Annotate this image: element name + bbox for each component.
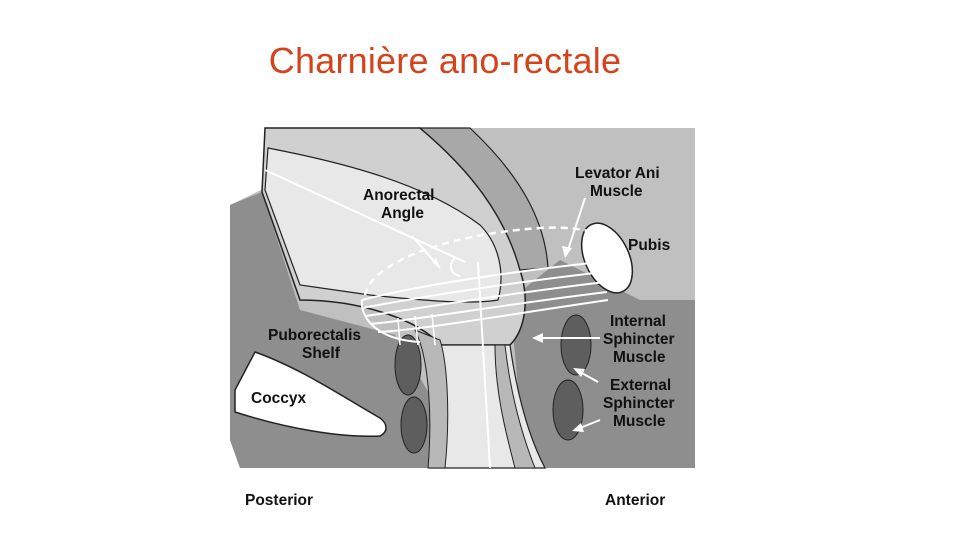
anorectal-angle-marker <box>411 235 461 277</box>
label-coccyx: Coccyx <box>251 390 307 407</box>
label-external-sphincter-line3: Muscle <box>613 413 666 430</box>
pubis-bone <box>580 222 634 294</box>
label-anterior: Anterior <box>605 492 665 509</box>
label-levator-ani-line2: Muscle <box>590 183 643 200</box>
label-internal-sphincter-line1: Internal <box>610 313 666 330</box>
anal-canal <box>413 261 546 469</box>
label-external-sphincter-line2: Sphincter <box>603 395 674 412</box>
coccyx-bone <box>234 351 387 438</box>
label-anorectal-angle-line1: Anorectal <box>363 187 435 204</box>
label-anorectal-angle-line2: Angle <box>381 205 424 222</box>
label-puborectalis-line2: Shelf <box>302 345 341 362</box>
label-levator-ani-line1: Levator Ani <box>575 165 660 182</box>
label-pubis: Pubis <box>628 237 670 254</box>
label-posterior: Posterior <box>245 492 313 509</box>
posterior-sphincter <box>394 334 428 454</box>
label-internal-sphincter-line2: Sphincter <box>603 331 674 348</box>
label-external-sphincter-line1: External <box>610 377 671 394</box>
anterior-sphincter <box>552 314 592 441</box>
label-puborectalis-line1: Puborectalis <box>268 327 361 344</box>
puborectalis-sling <box>360 226 613 346</box>
label-internal-sphincter-line3: Muscle <box>613 349 666 366</box>
label-arrows <box>532 197 601 432</box>
slide-title: Charnière ano-rectale <box>268 40 622 81</box>
